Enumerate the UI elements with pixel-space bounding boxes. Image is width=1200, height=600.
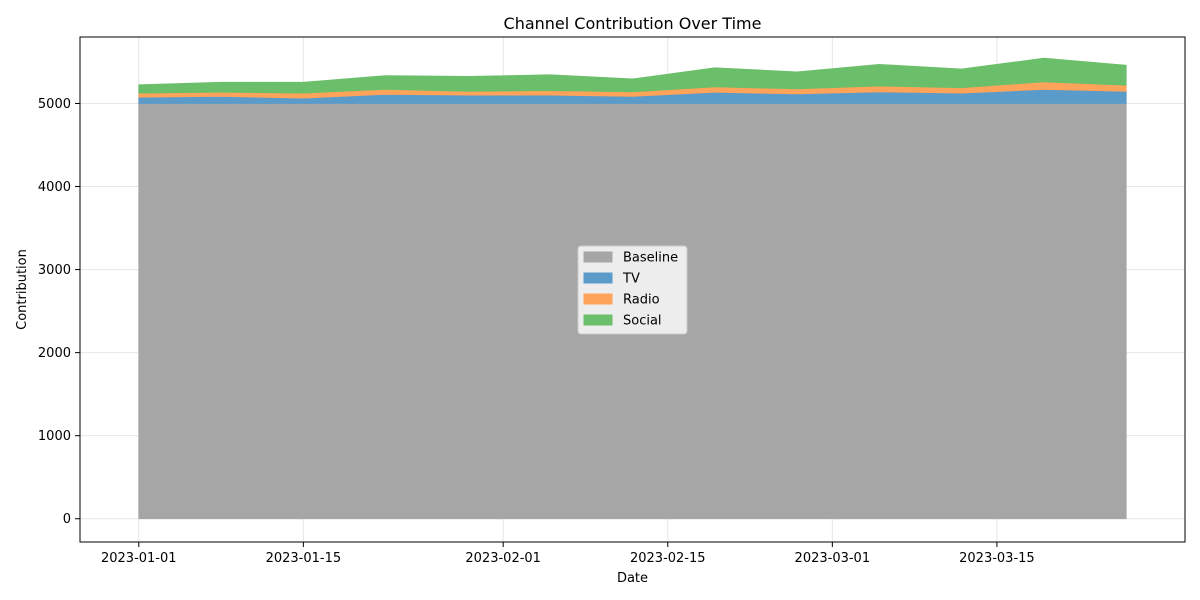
x-tick-label: 2023-02-15	[630, 551, 706, 566]
y-tick-label: 3000	[38, 263, 71, 278]
y-axis: 0 1000 2000 3000 4000 5000	[38, 97, 80, 527]
y-tick-label: 2000	[38, 346, 71, 361]
y-tick-label: 5000	[38, 97, 71, 112]
legend-swatch-social	[583, 314, 613, 326]
x-axis-label: Date	[617, 571, 648, 586]
x-tick-label: 2023-03-01	[795, 551, 871, 566]
legend-box	[577, 245, 688, 335]
legend-label-tv: TV	[622, 272, 640, 287]
y-tick-label: 4000	[38, 180, 71, 195]
y-tick-label: 0	[63, 512, 71, 527]
x-tick-label: 2023-03-15	[959, 551, 1035, 566]
legend-label-baseline: Baseline	[623, 251, 678, 266]
chart-title: Channel Contribution Over Time	[504, 14, 762, 33]
legend: Baseline TV Radio Social	[577, 245, 688, 335]
y-tick-label: 1000	[38, 429, 71, 444]
plot-frame	[79, 36, 1186, 543]
legend-swatch-baseline	[583, 251, 613, 263]
x-axis: 2023-01-01 2023-01-15 2023-02-01 2023-02-15…	[101, 542, 1035, 566]
legend-swatch-tv	[583, 272, 613, 284]
area-social	[138, 57, 1127, 94]
legend-label-social: Social	[623, 314, 662, 329]
x-tick-label: 2023-01-01	[101, 551, 177, 566]
x-tick-label: 2023-02-01	[465, 551, 541, 566]
y-axis-label: Contribution	[15, 249, 30, 330]
legend-swatch-radio	[583, 293, 613, 305]
legend-label-radio: Radio	[623, 293, 660, 308]
x-tick-label: 2023-01-15	[266, 551, 342, 566]
